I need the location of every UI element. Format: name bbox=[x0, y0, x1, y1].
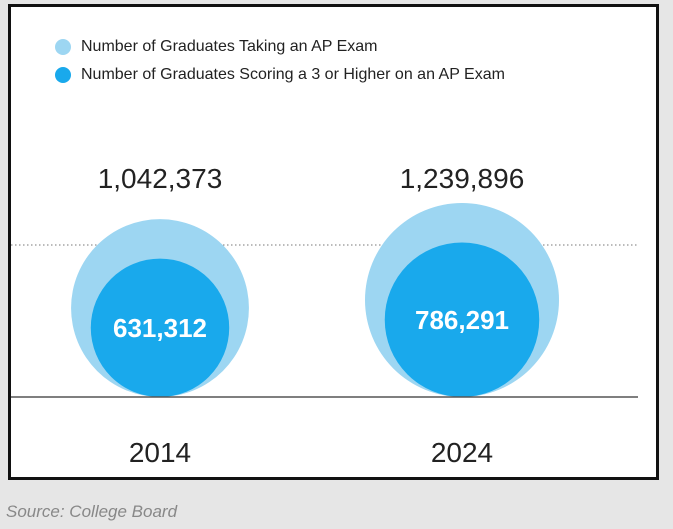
bubble-scoring-2014 bbox=[90, 258, 230, 397]
value-label-taking-2014: 1,042,373 bbox=[98, 163, 223, 194]
legend-label-taking: Number of Graduates Taking an AP Exam bbox=[81, 38, 378, 55]
source-note: Source: College Board bbox=[6, 502, 178, 521]
value-label-taking-2024: 1,239,896 bbox=[400, 163, 525, 194]
legend-item-scoring: Number of Graduates Scoring a 3 or Highe… bbox=[55, 61, 505, 89]
legend-swatch-scoring bbox=[55, 67, 71, 83]
value-label-scoring-2024: 786,291 bbox=[415, 305, 509, 335]
bubble-chart: 1,042,373 1,239,896 631,312 786,291 2014 2024 bbox=[11, 163, 638, 468]
chart-frame: Number of Graduates Taking an AP Exam Nu… bbox=[8, 4, 659, 480]
legend-label-scoring: Number of Graduates Scoring a 3 or Highe… bbox=[81, 66, 505, 83]
category-label-2024: 2024 bbox=[431, 437, 493, 468]
bubble-scoring-2024 bbox=[384, 242, 540, 397]
legend-swatch-taking bbox=[55, 39, 71, 55]
legend-item-taking: Number of Graduates Taking an AP Exam bbox=[55, 33, 505, 61]
value-label-scoring-2014: 631,312 bbox=[113, 313, 207, 343]
category-label-2014: 2014 bbox=[129, 437, 191, 468]
legend: Number of Graduates Taking an AP Exam Nu… bbox=[55, 33, 505, 89]
